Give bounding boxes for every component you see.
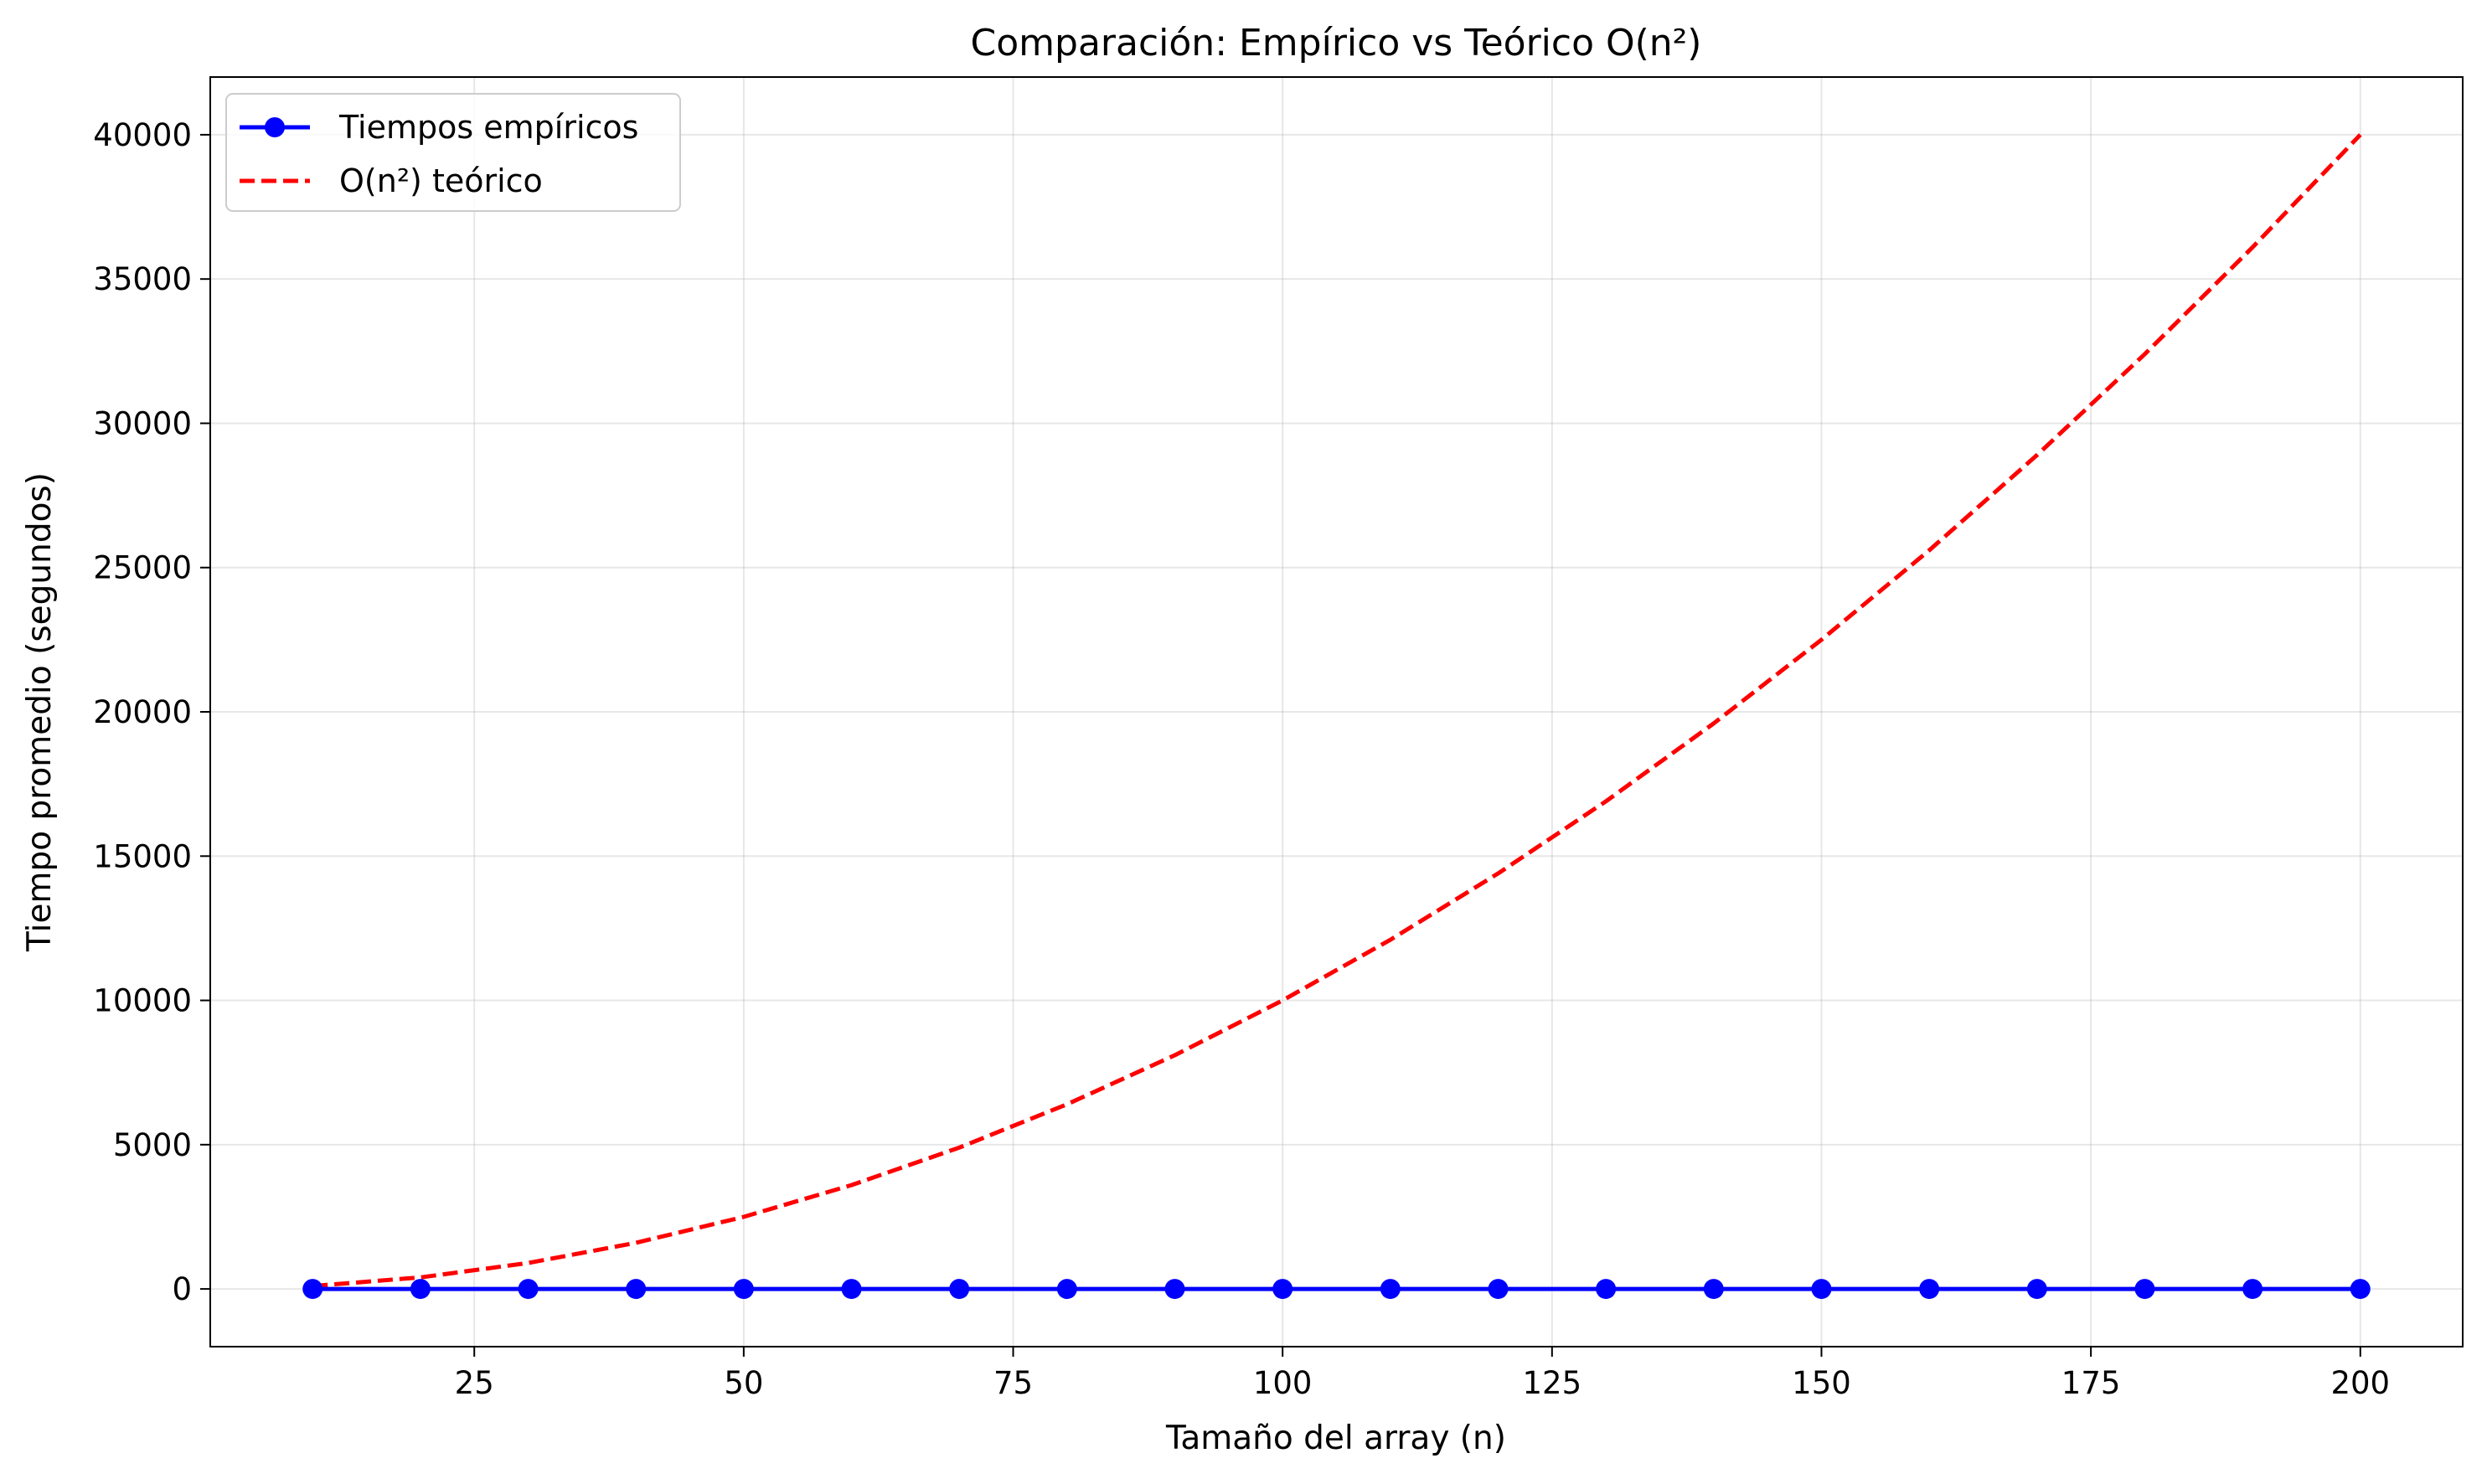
data-point-empirico <box>841 1279 862 1300</box>
y-tick-label: 25000 <box>93 550 192 586</box>
y-tick-label: 0 <box>172 1271 192 1307</box>
data-point-empirico <box>1703 1279 1724 1300</box>
y-tick-label: 15000 <box>93 838 192 874</box>
x-tick-label: 50 <box>724 1365 763 1401</box>
data-point-empirico <box>1056 1279 1077 1300</box>
data-point-empirico <box>1811 1279 1832 1300</box>
y-tick-label: 5000 <box>113 1127 192 1163</box>
data-point-empirico <box>1919 1279 1940 1300</box>
chart-title: Comparación: Empírico vs Teórico O(n²) <box>971 22 1702 64</box>
data-point-empirico <box>2134 1279 2155 1300</box>
legend-marker-empirico <box>265 117 285 137</box>
data-point-empirico <box>410 1279 431 1300</box>
y-tick-label: 20000 <box>93 694 192 730</box>
y-tick-label: 10000 <box>93 983 192 1019</box>
data-point-empirico <box>302 1279 323 1300</box>
data-point-empirico <box>1272 1279 1293 1300</box>
data-point-empirico <box>1380 1279 1401 1300</box>
x-tick-label: 75 <box>993 1365 1033 1401</box>
x-tick-label: 150 <box>1792 1365 1851 1401</box>
data-point-empirico <box>2026 1279 2047 1300</box>
data-point-empirico <box>518 1279 539 1300</box>
data-point-empirico <box>626 1279 647 1300</box>
x-tick-label: 175 <box>2061 1365 2121 1401</box>
data-point-empirico <box>1488 1279 1509 1300</box>
legend: Tiempos empíricos O(n²) teórico <box>225 93 681 212</box>
legend-label-empirico: Tiempos empíricos <box>338 109 638 146</box>
data-point-empirico <box>2242 1279 2263 1300</box>
data-point-empirico <box>733 1279 754 1300</box>
x-tick-label: 125 <box>1523 1365 1582 1401</box>
data-point-empirico <box>949 1279 970 1300</box>
data-point-empirico <box>1596 1279 1617 1300</box>
series-line-teorico <box>312 133 2362 1289</box>
legend-label-teorico: O(n²) teórico <box>339 162 543 199</box>
legend-box <box>225 93 681 212</box>
grid <box>210 77 2463 1347</box>
x-tick-label: 200 <box>2330 1365 2390 1401</box>
y-tick-label: 40000 <box>93 117 192 153</box>
y-axis-label: Tiempo promedio (segundos) <box>21 472 59 952</box>
x-axis-label: Tamaño del array (n) <box>1165 1420 1506 1457</box>
y-tick-label: 35000 <box>93 261 192 297</box>
x-tick-label: 100 <box>1253 1365 1313 1401</box>
axis-ticks: 25 50 75 100 125 150 175 200 0 5000 10000 15000 2000… <box>93 117 2390 1401</box>
data-point-empirico <box>2350 1279 2371 1300</box>
plot-series <box>302 133 2371 1300</box>
x-tick-label: 25 <box>455 1365 494 1401</box>
data-point-empirico <box>1164 1279 1185 1300</box>
y-tick-label: 30000 <box>93 405 192 441</box>
